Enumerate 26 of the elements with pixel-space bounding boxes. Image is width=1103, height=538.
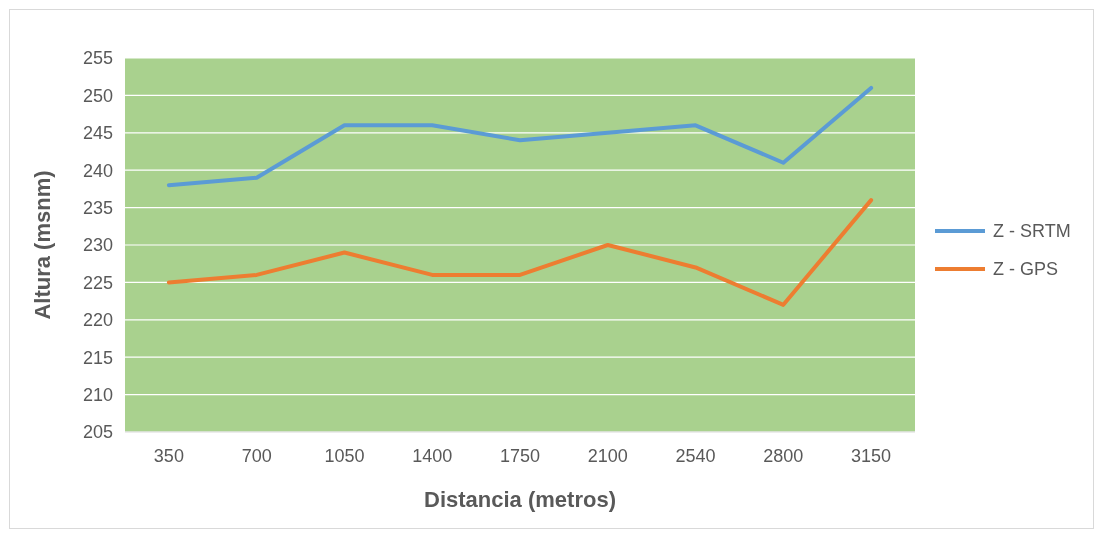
x-tick-label: 1050 [324,446,365,466]
y-tick-label: 220 [82,310,113,331]
x-tick-label: 1400 [412,446,453,466]
legend-label: Z - GPS [993,259,1059,280]
line-series [166,198,874,307]
x-tick-label: 700 [241,446,272,466]
y-tick-label: 215 [82,347,113,368]
y-tick-label: 205 [82,422,113,443]
x-tick-label: 3150 [851,446,892,466]
y-tick-label: 210 [82,384,113,405]
y-tick-label: 250 [82,85,113,106]
y-tick-label: 235 [82,197,113,218]
y-tick-label: 240 [82,160,113,181]
y-tick-label: 225 [82,272,113,293]
x-tick-label: 2800 [763,446,804,466]
x-tick-label: 2100 [587,446,628,466]
x-tick-label: 1750 [499,446,541,466]
y-tick-label: 255 [82,48,113,69]
legend-label: Z - SRTM [993,221,1071,242]
x-axis-title: Distancia (metros) [424,487,616,512]
line-series [166,85,874,188]
y-tick-label: 230 [82,235,113,256]
y-tick-label: 245 [82,123,113,144]
x-tick-label: 350 [153,446,184,466]
y-axis-title: Altura (msnm) [30,170,55,320]
x-tick-label: 2540 [675,446,716,466]
